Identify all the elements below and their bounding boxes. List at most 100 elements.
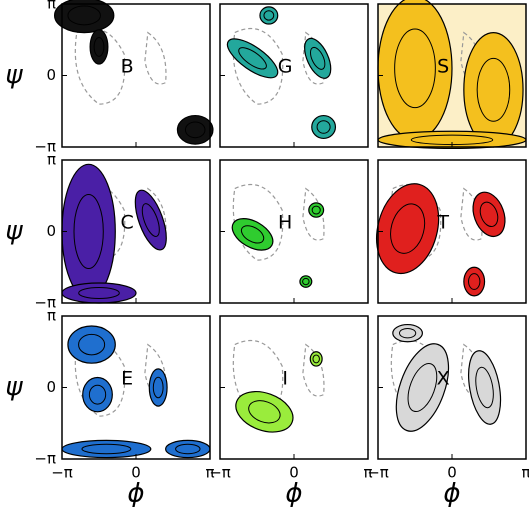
y-axis-label: ψ (5, 216, 23, 246)
density-region (226, 38, 279, 79)
x-tick-label: π (205, 464, 214, 482)
y-axis-label: ψ (5, 60, 23, 90)
panel: −π 0 π −π 0 π Eψ ϕ (5, 307, 214, 509)
y-tick-label: π (47, 0, 56, 13)
density-region (463, 32, 524, 148)
density-contour (407, 362, 438, 413)
y-tick-label: −π (34, 138, 56, 156)
density-contour (240, 225, 265, 244)
density-region (392, 323, 424, 343)
panel: −π 0 π Cψ (5, 151, 211, 312)
density-region (61, 282, 137, 304)
panel: −π 0 π Xϕ (367, 315, 529, 509)
density-contour (316, 120, 331, 134)
panel-label: B (121, 55, 134, 77)
density-contour (81, 443, 132, 455)
density-contour (238, 47, 267, 70)
y-tick-label: 0 (46, 66, 56, 84)
density-contour (479, 201, 499, 227)
density-region (61, 439, 152, 459)
density-contour (475, 366, 494, 409)
panel: −π 0 π Iϕ (209, 315, 373, 509)
density-region (231, 218, 274, 251)
density-contour (73, 194, 104, 269)
y-tick-label: 0 (46, 222, 56, 240)
y-tick-label: 0 (46, 378, 56, 396)
density-contour (476, 57, 511, 122)
x-tick-label: −π (209, 464, 231, 482)
reference-contour (74, 28, 167, 105)
density-contour (88, 384, 107, 405)
x-axis-label: ϕ (285, 479, 302, 509)
x-tick-label: 0 (447, 464, 457, 482)
density-contour (263, 10, 275, 21)
axes-frame (219, 315, 369, 460)
x-tick-label: 0 (289, 464, 299, 482)
panel: H (219, 159, 369, 304)
x-tick-label: π (363, 464, 372, 482)
density-region (299, 275, 313, 288)
density-contour (248, 400, 281, 424)
density-contour (78, 333, 106, 356)
density-contour (394, 28, 436, 109)
density-contour (311, 205, 321, 215)
density-region (308, 202, 325, 218)
panel: −π 0 π Bψ (5, 0, 214, 156)
density-contour (175, 443, 201, 455)
panel-label: I (282, 367, 288, 389)
density-region (311, 114, 337, 140)
density-region (235, 391, 294, 433)
density-region (67, 325, 116, 364)
y-axis-label: ψ (5, 372, 23, 402)
panel-label: T (436, 211, 449, 233)
density-contour (398, 327, 417, 339)
x-tick-label: −π (51, 464, 73, 482)
density-region (468, 350, 502, 425)
density-contour (310, 46, 326, 70)
density-region (61, 163, 116, 300)
density-contour (468, 273, 481, 290)
y-tick-label: π (47, 151, 56, 169)
density-region (472, 191, 506, 238)
density-region (134, 189, 167, 251)
panel-label: S (437, 55, 449, 77)
density-contour (78, 286, 120, 299)
density-region (82, 376, 113, 413)
panel-label: H (278, 211, 292, 233)
panel: G (219, 3, 369, 148)
panel-label: X (437, 367, 450, 389)
density-region (165, 439, 211, 459)
y-tick-label: π (47, 307, 56, 325)
x-axis-label: ϕ (443, 479, 460, 509)
density-region (54, 0, 115, 34)
x-tick-label: 0 (131, 464, 141, 482)
density-contour (302, 277, 310, 286)
density-contour (152, 376, 164, 399)
density-region (463, 266, 486, 297)
density-region (176, 114, 214, 145)
panel-label: E (121, 367, 133, 389)
density-region (304, 37, 332, 79)
density-region (376, 183, 440, 275)
x-tick-label: −π (367, 464, 389, 482)
x-axis-label: ϕ (127, 479, 144, 509)
x-tick-label: π (521, 464, 529, 482)
density-contour (67, 5, 101, 26)
panel: T (376, 159, 527, 304)
panel-label: G (278, 55, 293, 77)
axes-frame (219, 3, 369, 148)
density-region (89, 29, 109, 65)
density-contour (312, 354, 320, 364)
y-tick-label: −π (34, 450, 56, 468)
density-contour (390, 203, 426, 254)
density-contour (141, 203, 160, 237)
density-region (148, 368, 168, 407)
panel-label: C (120, 211, 133, 233)
density-region (309, 351, 323, 367)
density-region (259, 6, 279, 25)
y-tick-label: −π (34, 294, 56, 312)
density-contour (184, 121, 206, 139)
density-region (395, 343, 450, 432)
panel: S (377, 0, 527, 150)
